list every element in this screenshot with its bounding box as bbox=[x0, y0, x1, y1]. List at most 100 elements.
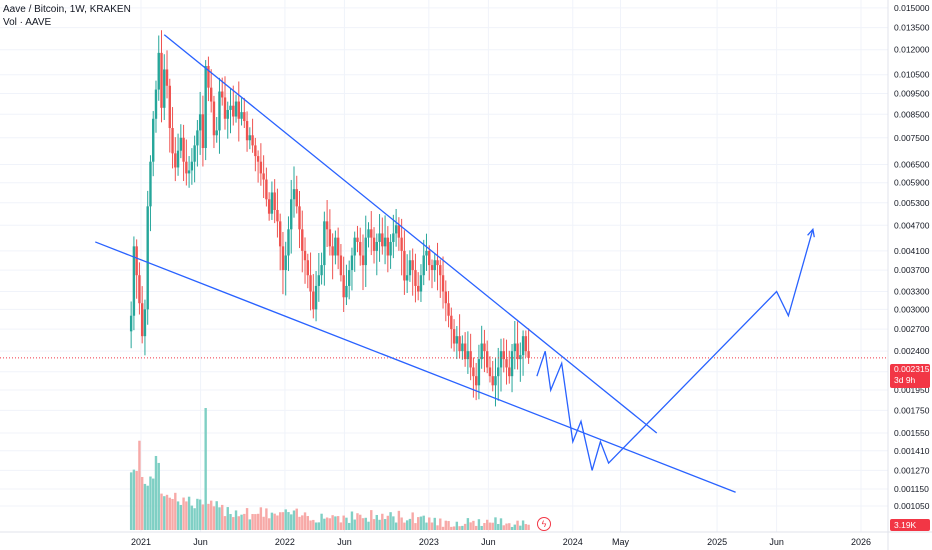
volume-bar bbox=[320, 513, 323, 530]
candle-body bbox=[204, 66, 207, 149]
candle-body bbox=[160, 52, 163, 108]
candle-body bbox=[441, 275, 445, 292]
candle-body bbox=[463, 343, 467, 360]
volume-bar bbox=[400, 517, 403, 530]
candle-body bbox=[287, 229, 290, 256]
candle-body bbox=[135, 246, 138, 276]
price-tick-label: 0.001550 bbox=[894, 428, 930, 438]
price-axis[interactable]: 0.015000 0.013500 0.012000 0.010500 0.009500… bbox=[894, 3, 930, 511]
volume-bar bbox=[325, 517, 329, 530]
candle-body bbox=[198, 114, 202, 131]
volume-bar bbox=[223, 516, 227, 530]
volume-bar bbox=[450, 526, 453, 530]
candle-body bbox=[245, 121, 249, 141]
lower-trendline[interactable] bbox=[95, 241, 736, 493]
time-axis[interactable]: 2021 Jun 2022 Jun 2023 Jun 2024 May 2025 Jun 2026 bbox=[131, 537, 871, 547]
time-tick-label: 2023 bbox=[419, 537, 439, 547]
volume-bar bbox=[510, 526, 514, 530]
candle-body bbox=[494, 376, 497, 386]
price-tick-label: 0.015000 bbox=[894, 3, 930, 13]
volume-bar bbox=[411, 512, 414, 530]
volume-bar bbox=[306, 516, 309, 530]
price-tick-label: 0.002700 bbox=[894, 324, 930, 334]
candle-body bbox=[345, 285, 348, 298]
volume-bar bbox=[234, 510, 238, 530]
volume-bar bbox=[347, 522, 351, 530]
price-tick-label: 0.006500 bbox=[894, 160, 930, 170]
volume-bar bbox=[414, 523, 417, 530]
volume-bar bbox=[290, 514, 293, 530]
volume-bar bbox=[215, 501, 218, 530]
volume-indicator-label: Vol · AAVE bbox=[3, 17, 52, 28]
volume-bar bbox=[425, 522, 428, 530]
candle-body bbox=[381, 233, 384, 247]
price-tick-label: 0.003700 bbox=[894, 265, 930, 275]
candle-body bbox=[472, 367, 475, 377]
volume-bar bbox=[389, 512, 392, 530]
candle-body bbox=[334, 237, 337, 256]
candle-body bbox=[394, 225, 398, 234]
volume-bar bbox=[455, 521, 459, 530]
candle-body bbox=[411, 260, 414, 271]
candle-body bbox=[505, 359, 508, 368]
volume-bar bbox=[345, 517, 348, 530]
candle-body bbox=[403, 250, 406, 281]
candle-body bbox=[138, 275, 141, 304]
volume-bar bbox=[405, 520, 409, 530]
projection-path[interactable] bbox=[536, 229, 814, 471]
candle-body bbox=[436, 260, 439, 266]
candle-body bbox=[149, 161, 152, 207]
volume-bar bbox=[132, 469, 136, 530]
trendline-drawings[interactable] bbox=[95, 34, 815, 493]
volume-bar bbox=[240, 514, 243, 530]
volume-bar bbox=[267, 518, 271, 530]
volume-bar bbox=[364, 517, 367, 530]
candle-body bbox=[336, 237, 340, 256]
volume-bar bbox=[251, 514, 254, 530]
candle-body bbox=[193, 145, 196, 162]
price-tick-label: 0.009500 bbox=[894, 88, 930, 98]
volume-bar bbox=[204, 408, 207, 530]
volume-bar bbox=[403, 522, 406, 530]
candle-body bbox=[433, 260, 436, 271]
candle-body bbox=[491, 376, 494, 386]
candle-body bbox=[251, 135, 254, 146]
volume-bar bbox=[392, 516, 395, 530]
candle-body bbox=[339, 255, 343, 276]
candle-body bbox=[469, 351, 472, 368]
price-tick-label: 0.004700 bbox=[894, 220, 930, 230]
volume-bar bbox=[381, 513, 384, 530]
candle-body bbox=[226, 109, 229, 119]
candle-body bbox=[182, 137, 185, 162]
candle-body bbox=[370, 229, 373, 238]
volume-bar bbox=[295, 508, 298, 530]
candle-body bbox=[392, 233, 395, 242]
candle-body bbox=[218, 91, 221, 131]
volume-bar bbox=[497, 523, 500, 530]
candle-body bbox=[488, 367, 492, 377]
volume-bar bbox=[331, 515, 334, 530]
candle-body bbox=[295, 189, 298, 207]
volume-bar bbox=[171, 498, 174, 530]
volume-bar bbox=[146, 485, 149, 530]
upper-trendline[interactable] bbox=[163, 34, 658, 434]
lightning-icon[interactable]: ϟ bbox=[537, 517, 551, 531]
volume-bar bbox=[245, 508, 249, 530]
time-tick-label: Jun bbox=[337, 537, 352, 547]
symbol-title: Aave / Bitcoin, 1W, KRAKEN bbox=[3, 4, 131, 15]
candle-body bbox=[209, 87, 213, 102]
projection-arrowhead bbox=[807, 227, 815, 238]
bar-countdown: 3d 9h bbox=[894, 375, 916, 385]
volume-bar bbox=[441, 526, 445, 530]
candle-body bbox=[422, 255, 425, 276]
time-tick-label: 2025 bbox=[707, 537, 727, 547]
candle-body bbox=[499, 351, 503, 368]
volume-bar bbox=[461, 525, 464, 530]
volume-bar bbox=[254, 514, 257, 530]
volume-bar bbox=[488, 522, 492, 530]
volume-bar bbox=[328, 518, 332, 530]
volume-bar bbox=[419, 516, 423, 530]
candle-body bbox=[359, 241, 362, 256]
candle-body bbox=[168, 85, 171, 129]
